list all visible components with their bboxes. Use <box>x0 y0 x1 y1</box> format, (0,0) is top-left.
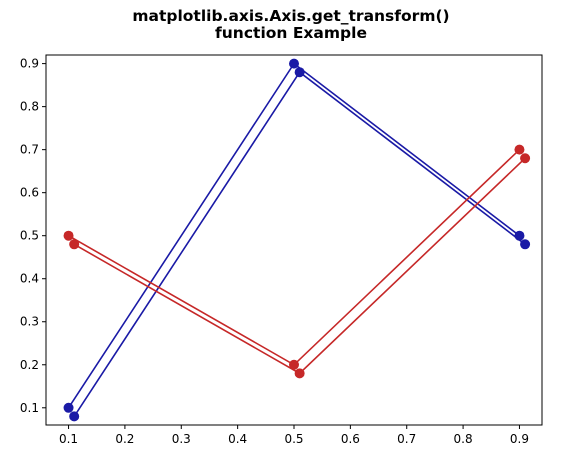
data-point <box>63 230 74 241</box>
data-point <box>294 368 305 379</box>
series-4 <box>69 153 531 379</box>
data-point <box>520 239 531 250</box>
series-line <box>73 71 526 417</box>
x-tick-label: 0.1 <box>59 432 78 446</box>
data-point <box>289 359 299 370</box>
x-tick-label: 0.2 <box>115 432 134 446</box>
x-tick-label: 0.3 <box>172 432 191 446</box>
chart-title-line-1: matplotlib.axis.Axis.get_transform() <box>132 7 449 25</box>
y-tick-label: 0.7 <box>20 143 39 157</box>
y-tick-label: 0.9 <box>20 57 39 71</box>
x-axis: 0.1 0.2 0.3 0.4 0.5 0.6 0.7 0.8 0.9 <box>59 425 529 446</box>
series-line <box>73 157 526 375</box>
data-point <box>520 153 531 164</box>
series-1 <box>63 58 525 413</box>
x-tick-label: 0.8 <box>454 432 473 446</box>
series-layer <box>63 58 531 422</box>
x-tick-label: 0.6 <box>341 432 360 446</box>
data-point <box>514 144 525 155</box>
y-tick-label: 0.1 <box>20 401 39 415</box>
y-tick-label: 0.3 <box>20 315 39 329</box>
data-point <box>69 411 80 422</box>
data-point <box>63 402 74 413</box>
series-line <box>67 62 520 409</box>
data-point <box>289 58 299 69</box>
y-axis: 0.1 0.2 0.3 0.4 0.5 0.6 0.7 0.8 0.9 <box>20 57 46 415</box>
x-tick-label: 0.4 <box>228 432 247 446</box>
x-tick-label: 0.5 <box>284 432 303 446</box>
x-tick-label: 0.9 <box>510 432 529 446</box>
series-3 <box>63 144 525 370</box>
y-tick-label: 0.2 <box>20 358 39 372</box>
y-tick-label: 0.4 <box>20 272 39 286</box>
series-line <box>68 149 521 366</box>
y-tick-label: 0.8 <box>20 100 39 114</box>
data-point <box>69 239 80 250</box>
series-2 <box>69 67 531 422</box>
y-tick-label: 0.5 <box>20 229 39 243</box>
y-tick-label: 0.6 <box>20 186 39 200</box>
data-point <box>294 67 305 78</box>
x-tick-label: 0.7 <box>397 432 416 446</box>
chart-title-line-2: function Example <box>215 24 367 42</box>
